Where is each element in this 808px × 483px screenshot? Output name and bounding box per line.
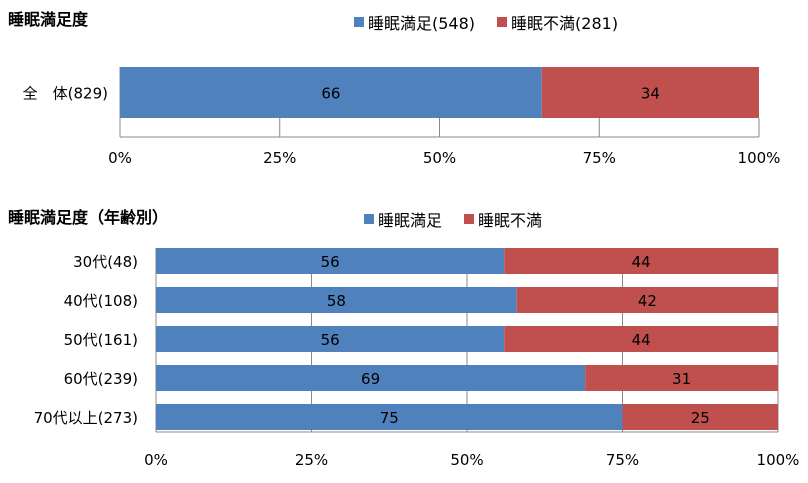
category-label: 40代(108): [64, 292, 138, 310]
bar-satisfied: [156, 365, 586, 391]
bar-satisfied: [156, 287, 517, 313]
chart1-title: 睡眠満足度: [8, 10, 89, 29]
bar-dissatisfied: [504, 326, 778, 352]
x-tick-label: 50%: [450, 451, 483, 469]
chart1-legend: 睡眠満足(548) 睡眠不満(281): [354, 10, 618, 34]
category-label: 全 体(829): [23, 85, 108, 103]
x-tick-label: 75%: [583, 149, 616, 167]
bar-dissatisfied: [541, 67, 759, 118]
legend-swatch-dissatisfied: [464, 214, 475, 224]
data-label: 56: [321, 253, 340, 271]
category-label: 30代(48): [73, 253, 138, 271]
x-tick-label: 25%: [263, 149, 296, 167]
legend-label-dissatisfied: 睡眠不満: [478, 211, 543, 230]
data-label: 44: [632, 331, 651, 349]
data-label: 75: [380, 409, 399, 427]
data-label: 56: [321, 331, 340, 349]
data-label: 25: [691, 409, 710, 427]
legend-swatch-satisfied: [354, 17, 364, 27]
x-tick-label: 100%: [757, 451, 800, 469]
data-label: 42: [638, 292, 657, 310]
legend-label-satisfied: 睡眠満足: [378, 211, 443, 230]
bar-dissatisfied: [585, 365, 778, 391]
bar-satisfied: [156, 248, 505, 274]
bar-dissatisfied: [504, 248, 778, 274]
category-label: 60代(239): [64, 370, 138, 388]
category-label: 50代(161): [64, 331, 138, 349]
bar-dissatisfied: [516, 287, 778, 313]
legend-item-dissatisfied: 睡眠不満(281): [497, 10, 618, 34]
data-label: 31: [672, 370, 691, 388]
x-tick-label: 0%: [144, 451, 168, 469]
x-tick-label: 75%: [606, 451, 639, 469]
chart2-title: 睡眠満足度（年齢別）: [8, 208, 169, 227]
category-label: 70代以上(273): [34, 409, 138, 427]
legend-label-dissatisfied: 睡眠不満(281): [511, 14, 619, 33]
data-label: 44: [632, 253, 651, 271]
x-tick-label: 100%: [738, 149, 781, 167]
legend-label-satisfied: 睡眠満足(548): [368, 14, 476, 33]
bar-dissatisfied: [622, 404, 778, 430]
chart2-legend: 睡眠満足 睡眠不満: [364, 207, 542, 231]
legend-swatch-dissatisfied: [497, 17, 508, 27]
legend-item-satisfied: 睡眠満足(548): [354, 10, 475, 34]
data-label: 69: [361, 370, 380, 388]
data-label: 66: [321, 85, 340, 103]
legend-item-dissatisfied: 睡眠不満: [464, 207, 542, 231]
x-tick-label: 0%: [108, 149, 132, 167]
bar-satisfied: [156, 404, 623, 430]
data-label: 58: [327, 292, 346, 310]
bar-satisfied: [156, 326, 505, 352]
bar-satisfied: [120, 67, 542, 118]
legend-swatch-satisfied: [364, 214, 374, 224]
x-tick-label: 50%: [423, 149, 456, 167]
data-label: 34: [641, 85, 660, 103]
x-tick-label: 25%: [295, 451, 328, 469]
legend-item-satisfied: 睡眠満足: [364, 207, 442, 231]
